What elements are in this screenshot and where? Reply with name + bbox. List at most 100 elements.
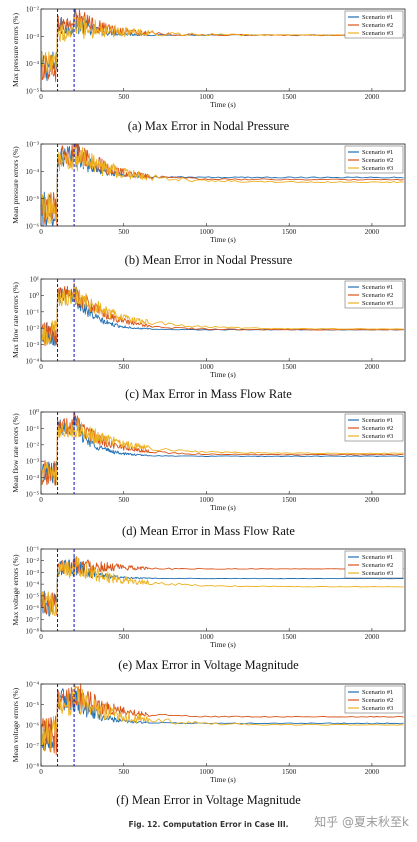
y-tick-label: 10⁻⁵ <box>26 592 40 600</box>
figure-caption: Fig. 12. Computation Error in Case III. <box>128 820 289 829</box>
x-axis-label: Time (s) <box>210 775 236 784</box>
chart-b-plot: 0 500 1000 1500 2000 Time (s) 10⁻⁶ 10⁻⁵ 10⁻⁴ 10⁻³… <box>11 141 406 244</box>
y-tick-label: 10⁻⁸ <box>26 763 40 771</box>
watermark: 知乎 @夏末秋至k <box>314 815 409 829</box>
legend-entry-3: Scenario #3 <box>362 433 394 440</box>
x-tick-label: 500 <box>118 363 129 371</box>
y-tick-label: 10⁻⁵ <box>26 195 40 203</box>
y-tick-label: 10⁻⁷ <box>26 616 40 624</box>
series-line-2 <box>40 143 404 226</box>
plot-frame <box>40 278 406 362</box>
y-tick-label: 10⁻³ <box>26 141 40 149</box>
legend-entry-3: Scenario #3 <box>362 30 394 37</box>
y-axis-label: Mean flow rate errors (%) <box>11 413 20 493</box>
plot-frame <box>40 411 406 495</box>
y-tick-label: 10⁻⁵ <box>26 88 40 96</box>
plot-frame <box>40 143 406 227</box>
y-tick-label: 10⁻⁵ <box>26 491 40 499</box>
legend-entry-2: Scenario #2 <box>362 157 393 164</box>
y-tick-label: 10⁻¹ <box>26 425 39 433</box>
x-tick-label: 1500 <box>282 228 297 236</box>
chart-panel-f: 0 500 1000 1500 2000 Time (s) 10⁻⁸ 10⁻⁷ 10⁻⁶ 10⁻⁵… <box>0 675 417 815</box>
x-tick-label: 1500 <box>282 93 297 101</box>
y-tick-label: 10⁻⁴ <box>26 168 40 176</box>
series-group <box>40 555 404 617</box>
series-line-3 <box>40 14 404 75</box>
legend-entry-1: Scenario #1 <box>362 284 393 291</box>
y-tick-label: 10⁻¹ <box>26 308 39 316</box>
y-tick-label: 10⁻⁸ <box>26 628 40 636</box>
y-axis-label: Max flow rate errors (%) <box>11 282 20 358</box>
chart-caption: (e) Max Error in Voltage Magnitude <box>118 658 299 672</box>
plot-frame <box>40 548 406 632</box>
series-group <box>40 143 404 227</box>
x-tick-label: 500 <box>118 633 129 641</box>
x-tick-label: 1000 <box>199 768 214 776</box>
x-tick-label: 2000 <box>365 633 380 641</box>
x-tick-label: 0 <box>39 768 43 776</box>
x-tick-label: 1000 <box>199 363 214 371</box>
y-tick-label: 10⁰ <box>29 409 39 417</box>
y-tick-label: 10⁻³ <box>26 458 40 466</box>
chart-caption: (c) Max Error in Mass Flow Rate <box>125 387 292 401</box>
y-tick-label: 10⁻³ <box>26 569 40 577</box>
x-tick-label: 500 <box>118 93 129 101</box>
y-tick-label: 10⁻² <box>26 325 39 333</box>
x-axis-label: Time (s) <box>210 640 236 649</box>
y-tick-label: 10⁻³ <box>26 33 40 41</box>
series-group <box>40 411 404 486</box>
legend-entry-2: Scenario #2 <box>362 562 393 569</box>
x-tick-label: 1500 <box>282 363 297 371</box>
series-line-3 <box>40 556 404 617</box>
x-tick-label: 1000 <box>199 93 214 101</box>
legend-entry-3: Scenario #3 <box>362 705 394 712</box>
chart-a-plot: 0 500 1000 1500 2000 Time (s) 10⁻⁵ 10⁻⁴ 10⁻³ 10⁻²… <box>11 6 406 109</box>
series-line-3 <box>40 283 404 346</box>
y-tick-label: 10¹ <box>30 276 39 284</box>
chart-caption: (f) Mean Error in Voltage Magnitude <box>116 793 301 807</box>
x-tick-label: 500 <box>118 768 129 776</box>
y-tick-label: 10⁻² <box>26 6 39 14</box>
chart-panel-a: 0 500 1000 1500 2000 Time (s) 10⁻⁵ 10⁻⁴ 10⁻³ 10⁻²… <box>0 0 417 140</box>
legend-entry-3: Scenario #3 <box>362 570 394 577</box>
y-tick-label: 10⁻² <box>26 557 39 565</box>
x-tick-label: 1500 <box>282 496 297 504</box>
chart-f-plot: 0 500 1000 1500 2000 Time (s) 10⁻⁸ 10⁻⁷ 10⁻⁶ 10⁻⁵… <box>11 681 406 784</box>
x-axis-label: Time (s) <box>210 235 236 244</box>
y-tick-label: 10⁻⁶ <box>26 604 40 612</box>
legend-entry-2: Scenario #2 <box>362 425 393 432</box>
x-tick-label: 500 <box>118 228 129 236</box>
legend-entry-1: Scenario #1 <box>362 14 393 21</box>
y-axis-label: Mean voltage errors (%) <box>11 687 20 762</box>
legend-entry-1: Scenario #1 <box>362 149 393 156</box>
y-axis-label: Mean pressure errors (%) <box>11 146 20 224</box>
y-axis-label: Max voltage errors (%) <box>11 554 20 626</box>
x-tick-label: 2000 <box>365 228 380 236</box>
legend-entry-1: Scenario #1 <box>362 689 393 696</box>
y-tick-label: 10⁻⁵ <box>26 701 40 709</box>
y-tick-label: 10⁻⁶ <box>26 722 40 730</box>
x-tick-label: 2000 <box>365 496 380 504</box>
x-tick-label: 1000 <box>199 496 214 504</box>
chart-caption: (d) Mean Error in Mass Flow Rate <box>122 524 295 538</box>
chart-panel-c: 0 500 1000 1500 2000 Time (s) 10⁻⁴ 10⁻³ 10⁻² 10⁻¹… <box>0 270 417 410</box>
x-axis-label: Time (s) <box>210 503 236 512</box>
y-tick-label: 10⁻⁴ <box>26 581 40 589</box>
chart-panel-e: 0 500 1000 1500 2000 Time (s) 10⁻⁸ 10⁻⁷ 10⁻⁶ 10⁻⁵… <box>0 540 417 680</box>
series-line-2 <box>40 8 404 82</box>
legend-entry-3: Scenario #3 <box>362 300 394 307</box>
chart-panel-b: 0 500 1000 1500 2000 Time (s) 10⁻⁶ 10⁻⁵ 10⁻⁴ 10⁻³… <box>0 135 417 275</box>
legend-entry-2: Scenario #2 <box>362 292 393 299</box>
chart-panel-d: 0 500 1000 1500 2000 Time (s) 10⁻⁵ 10⁻⁴ 10⁻³ 10⁻²… <box>0 403 417 543</box>
y-tick-label: 10⁻³ <box>26 341 40 349</box>
y-tick-label: 10⁻⁶ <box>26 223 40 231</box>
x-tick-label: 0 <box>39 228 43 236</box>
x-tick-label: 1000 <box>199 228 214 236</box>
x-tick-label: 2000 <box>365 768 380 776</box>
x-tick-label: 1500 <box>282 768 297 776</box>
